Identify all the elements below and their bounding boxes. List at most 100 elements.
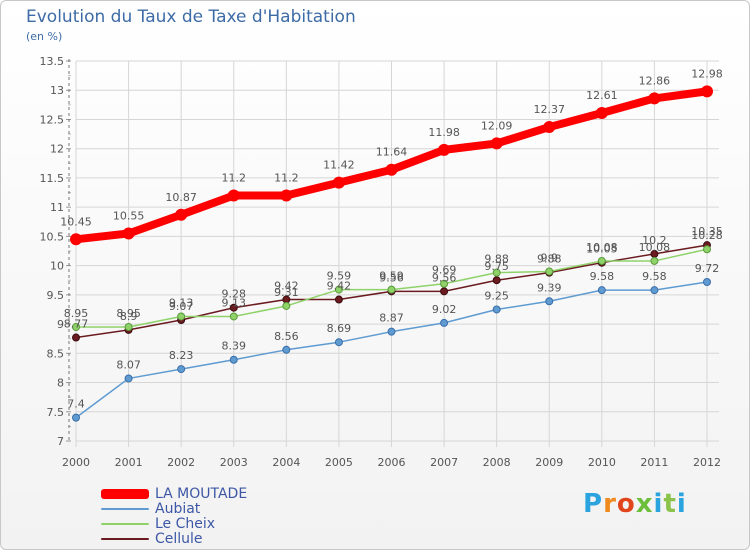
- data-point: [492, 276, 501, 285]
- data-point: [124, 374, 133, 383]
- x-tick-label: 2008: [483, 456, 511, 469]
- data-label: 12.86: [639, 74, 671, 87]
- y-tick-label: 12.5: [40, 113, 65, 126]
- data-label: 7.4: [67, 398, 85, 411]
- y-tick-label: 11.5: [40, 172, 65, 185]
- data-label: 9.72: [695, 262, 720, 275]
- data-point: [70, 233, 82, 246]
- y-tick-label: 9: [57, 318, 64, 331]
- legend-item-le-cheix: Le Cheix: [101, 516, 215, 532]
- x-tick-label: 2004: [272, 456, 300, 469]
- data-label: 9.58: [642, 270, 667, 283]
- data-point: [543, 121, 556, 134]
- legend-label: LA MOUTADE: [155, 486, 248, 502]
- data-label: 8.69: [327, 322, 352, 335]
- data-point: [440, 287, 449, 296]
- proxiti-logo: Proxiti: [583, 489, 687, 519]
- y-tick-label: 10: [50, 260, 64, 273]
- data-label: 10.08: [639, 241, 671, 254]
- data-point: [229, 312, 238, 321]
- legend-swatch-aubiat: [101, 508, 149, 510]
- y-tick-label: 10.5: [40, 230, 65, 243]
- data-point: [440, 318, 449, 327]
- data-label: 9.28: [222, 288, 247, 301]
- chart-subtitle: (en %): [26, 30, 63, 43]
- data-point: [72, 413, 80, 422]
- data-label: 12.98: [691, 67, 723, 80]
- legend-swatch-cellule: [101, 538, 149, 540]
- data-label: 10.08: [586, 241, 618, 254]
- data-label: 9.88: [484, 253, 509, 266]
- chart-title: Evolution du Taux de Taxe d'Habitation: [26, 7, 356, 27]
- data-point: [650, 256, 659, 265]
- data-label: 8.39: [222, 340, 247, 353]
- data-point: [334, 338, 343, 347]
- y-tick-label: 13.5: [40, 55, 65, 68]
- data-point: [703, 245, 711, 254]
- legend-item-la-moutade: LA MOUTADE: [101, 486, 248, 502]
- data-label: 9.59: [327, 270, 352, 283]
- data-point: [177, 365, 186, 374]
- data-label: 12.09: [481, 119, 513, 132]
- data-point: [122, 227, 135, 240]
- legend-swatch-la-moutade: [101, 489, 149, 499]
- data-point: [124, 323, 133, 331]
- data-label: 9.58: [590, 270, 615, 283]
- data-point: [597, 286, 606, 295]
- data-label: 9.02: [432, 303, 457, 316]
- data-label: 11.42: [323, 159, 355, 172]
- data-label: 10.45: [60, 215, 92, 228]
- data-label: 9.56: [379, 271, 404, 284]
- data-label: 11.2: [274, 171, 299, 184]
- data-label: 9.88: [537, 253, 562, 266]
- data-point: [492, 305, 501, 314]
- data-label: 8.56: [274, 330, 299, 343]
- data-point: [282, 301, 291, 310]
- data-point: [280, 189, 293, 202]
- data-point: [490, 137, 503, 150]
- data-point: [438, 143, 451, 156]
- logo-letter: o: [616, 489, 636, 519]
- data-label: 8.9: [120, 310, 138, 323]
- logo-letter: i: [653, 489, 664, 519]
- data-point: [387, 285, 396, 294]
- logo-letter: P: [583, 489, 604, 519]
- data-point: [545, 297, 554, 306]
- data-label: 8.23: [169, 349, 194, 362]
- y-tick-label: 13: [50, 84, 64, 97]
- y-tick-label: 7.5: [47, 406, 65, 419]
- data-point: [229, 355, 238, 364]
- data-label: 10.87: [165, 191, 197, 204]
- data-label: 10.28: [691, 229, 723, 242]
- data-point: [282, 345, 291, 354]
- data-label: 10.55: [113, 209, 145, 222]
- y-tick-label: 8.5: [47, 347, 65, 360]
- data-point: [440, 279, 449, 288]
- data-label: 11.2: [222, 171, 247, 184]
- data-label: 10.2: [642, 234, 667, 247]
- data-label: 9.69: [432, 264, 457, 277]
- data-point: [177, 312, 186, 321]
- x-tick-label: 2005: [325, 456, 353, 469]
- y-tick-label: 12: [50, 143, 64, 156]
- logo-letter: i: [676, 489, 687, 519]
- data-point: [595, 107, 608, 120]
- y-tick-label: 7: [57, 435, 64, 448]
- data-label: 9.9: [541, 251, 559, 264]
- data-point: [385, 163, 398, 176]
- data-point: [703, 277, 711, 286]
- data-label: 10.05: [586, 243, 618, 256]
- legend-label: Aubiat: [155, 501, 201, 517]
- data-point: [648, 92, 661, 105]
- y-tick-label: 8: [57, 377, 64, 390]
- data-point: [387, 327, 396, 336]
- data-label: 9.13: [222, 296, 247, 309]
- x-tick-label: 2007: [430, 456, 458, 469]
- data-label: 9.56: [432, 271, 457, 284]
- series-layer: [70, 85, 713, 422]
- data-label: 9.42: [274, 280, 299, 293]
- data-point: [227, 189, 240, 202]
- data-label: 8.95: [116, 307, 141, 320]
